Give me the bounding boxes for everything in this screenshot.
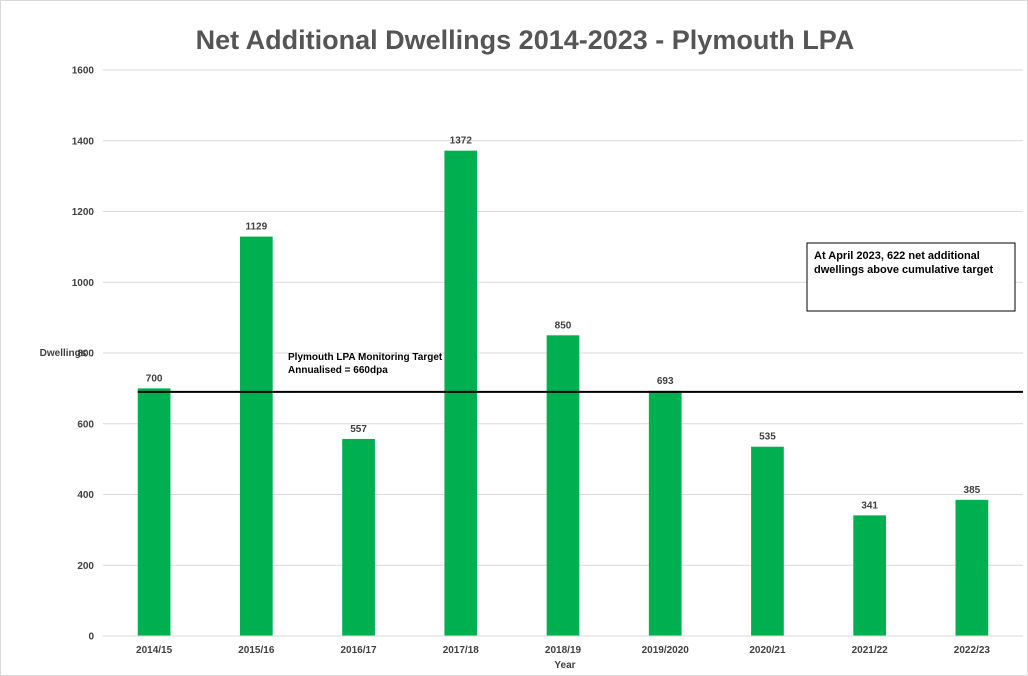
data-label: 535: [759, 432, 776, 443]
y-tick-label: 200: [77, 561, 94, 572]
annotation-line1: At April 2023, 622 net additional: [814, 250, 980, 262]
x-axis-label: Year: [554, 660, 575, 671]
annotation-box: [806, 242, 1016, 312]
y-tick-label: 1400: [72, 136, 95, 147]
bar: [546, 335, 580, 636]
bar: [342, 438, 375, 636]
bar: [955, 499, 989, 636]
x-axis-ticks: 2014/15 2015/16 2016/17 2017/18 2018/19 2019/…: [136, 645, 990, 656]
y-tick-label: 600: [77, 419, 94, 430]
data-label: 385: [964, 485, 981, 496]
y-tick-label: 1600: [72, 66, 95, 77]
bar: [853, 515, 887, 636]
y-axis-ticks: 0 200 400 600 800 1000 1200 1400 1600: [72, 66, 95, 643]
x-tick-label: 2015/16: [238, 645, 275, 656]
y-tick-label: 1000: [72, 278, 95, 289]
data-label: 850: [555, 320, 572, 331]
x-tick-label: 2017/18: [443, 645, 480, 656]
data-label: 700: [146, 373, 163, 384]
x-tick-label: 2020/21: [749, 645, 786, 656]
data-label: 557: [350, 424, 367, 435]
data-label: 341: [861, 500, 878, 511]
data-label: 1372: [450, 136, 473, 147]
bar: [444, 150, 478, 636]
x-tick-label: 2019/2020: [642, 645, 690, 656]
y-tick-label: 800: [77, 349, 94, 360]
bar: [751, 446, 784, 636]
data-label: 693: [657, 376, 674, 387]
bars: [137, 150, 989, 636]
bar: [137, 388, 171, 636]
data-label: 1129: [245, 222, 267, 233]
target-label-line2: Annualised = 660dpa: [288, 365, 388, 376]
bar: [648, 390, 682, 636]
chart-title: Net Additional Dwellings 2014-2023 - Ply…: [196, 25, 855, 55]
x-tick-label: 2018/19: [545, 645, 582, 656]
data-labels: 700 1129 557 1372 850 693 535 341 385: [146, 136, 981, 512]
y-tick-label: 1200: [72, 207, 95, 218]
x-tick-label: 2021/22: [852, 645, 889, 656]
x-tick-label: 2014/15: [136, 645, 173, 656]
x-tick-label: 2022/23: [954, 645, 991, 656]
y-axis-label: Dwellings: [40, 348, 87, 359]
annotation-line2: dwellings above cumulative target: [814, 264, 993, 276]
y-tick-label: 0: [88, 632, 94, 643]
target-label-line1: Plymouth LPA Monitoring Target: [288, 352, 443, 363]
x-tick-label: 2016/17: [340, 645, 377, 656]
bar: [239, 236, 273, 636]
y-tick-label: 400: [77, 490, 94, 501]
